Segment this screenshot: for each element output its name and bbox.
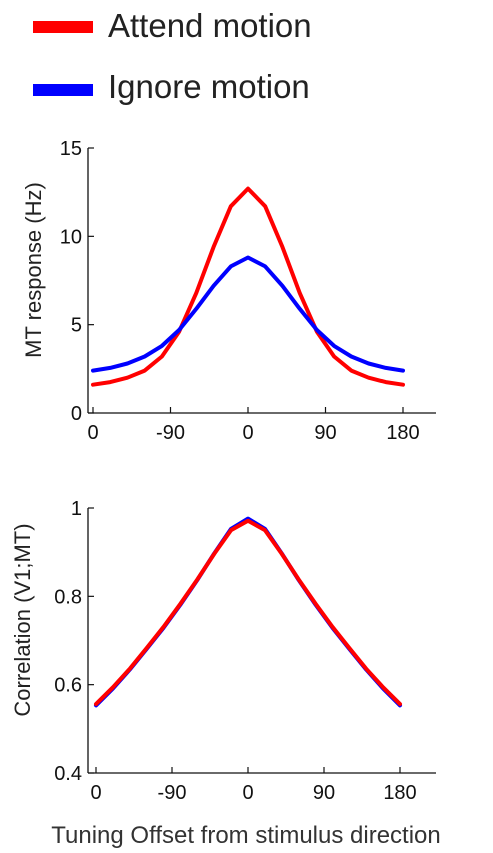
y-tick-label: 0.6 (54, 675, 82, 697)
x-tick-label: -90 (156, 422, 185, 444)
chart-correlation: Correlation (V1;MT) 0.4 0.6 0.8 1 0 -90 0 90 180… (10, 498, 441, 849)
y-tick-label: 10 (60, 226, 82, 248)
x-tick-label: 90 (313, 782, 335, 804)
series-line-attend-motion (91, 186, 405, 387)
series-lines (94, 516, 402, 708)
x-tick-label: 90 (314, 422, 336, 444)
x-tick-label: 0 (242, 782, 253, 804)
x-axis-label: Tuning Offset from stimulus direction (51, 822, 440, 849)
x-tick-label: 0 (242, 422, 253, 444)
series-lines (91, 186, 405, 387)
axis-ticks: 0.4 0.6 0.8 1 0 -90 0 90 180 (54, 498, 417, 804)
y-tick-label: 1 (71, 498, 82, 520)
legend-label-attend: Attend motion (108, 7, 312, 44)
x-tick-label: 180 (386, 422, 419, 444)
series-line-ignore-motion (91, 255, 405, 373)
chart-mt-response: MT response (Hz) 0 5 10 15 0 -90 0 90 180 (21, 138, 436, 444)
y-tick-label: 0.4 (54, 763, 82, 785)
y-axis-label: Correlation (V1;MT) (10, 523, 35, 716)
x-tick-label: 180 (383, 782, 416, 804)
series-line-attend-motion (94, 518, 402, 707)
y-axis-label: MT response (Hz) (21, 182, 46, 358)
x-tick-label: -90 (158, 782, 187, 804)
legend-swatch-attend (33, 21, 93, 33)
y-tick-label: 5 (71, 315, 82, 337)
legend-swatch-ignore (33, 84, 93, 96)
legend: Attend motion Ignore motion (33, 7, 312, 105)
legend-label-ignore: Ignore motion (108, 68, 310, 105)
series-line-ignore-motion (94, 516, 402, 708)
y-tick-label: 0.8 (54, 586, 82, 608)
x-tick-label: 0 (87, 422, 98, 444)
y-tick-label: 0 (71, 403, 82, 425)
y-tick-label: 15 (60, 138, 82, 160)
x-tick-label: 0 (90, 782, 101, 804)
axis-ticks: 0 5 10 15 0 -90 0 90 180 (60, 138, 420, 444)
